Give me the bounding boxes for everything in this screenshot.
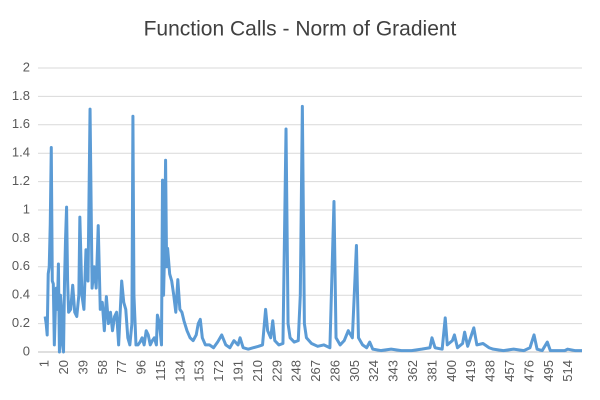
x-tick-label: 20	[56, 360, 71, 374]
y-tick-label: 1.8	[12, 88, 30, 103]
x-tick-label: 77	[114, 360, 129, 374]
x-tick-label: 115	[153, 360, 168, 381]
x-tick-label: 153	[192, 360, 207, 382]
x-tick-label: 438	[483, 360, 498, 382]
x-tick-label: 248	[289, 360, 304, 382]
x-tick-label: 58	[95, 360, 110, 374]
y-tick-label: 0	[23, 343, 30, 358]
x-tick-label: 362	[405, 360, 420, 382]
x-tick-label: 39	[75, 360, 90, 374]
x-tick-label: 1	[37, 360, 52, 367]
y-tick-label: 0.6	[12, 258, 30, 273]
x-tick-label: 267	[308, 360, 323, 382]
y-tick-label: 1.4	[12, 145, 30, 160]
x-tick-label: 172	[211, 360, 226, 382]
x-tick-label: 286	[327, 360, 342, 382]
x-tick-label: 210	[250, 360, 265, 382]
x-tick-label: 134	[172, 360, 187, 382]
y-tick-label: 1.2	[12, 173, 30, 188]
chart-title: Function Calls - Norm of Gradient	[144, 18, 457, 41]
y-tick-label: 1.6	[12, 116, 30, 131]
x-tick-label: 305	[347, 360, 362, 382]
x-tick-label: 514	[560, 360, 575, 382]
x-tick-label: 191	[231, 360, 246, 382]
x-tick-label: 229	[269, 360, 284, 382]
line	[43, 104, 582, 354]
y-tick-label: 1	[23, 201, 30, 216]
y-tick-label: 0.4	[12, 287, 30, 302]
x-tick-label: 457	[502, 360, 517, 382]
x-tick-label: 381	[424, 360, 439, 382]
x-tick-label: 419	[463, 360, 478, 382]
y-tick-label: 0.8	[12, 230, 30, 245]
y-tick-label: 2	[23, 59, 30, 74]
x-tick-label: 400	[444, 360, 459, 382]
x-tick-label: 324	[366, 360, 381, 382]
x-tick-label: 495	[541, 360, 556, 382]
y-tick-label: 0.2	[12, 315, 30, 330]
x-tick-label: 96	[134, 360, 149, 374]
x-tick-label: 476	[521, 360, 536, 382]
x-tick-label: 343	[386, 360, 401, 382]
